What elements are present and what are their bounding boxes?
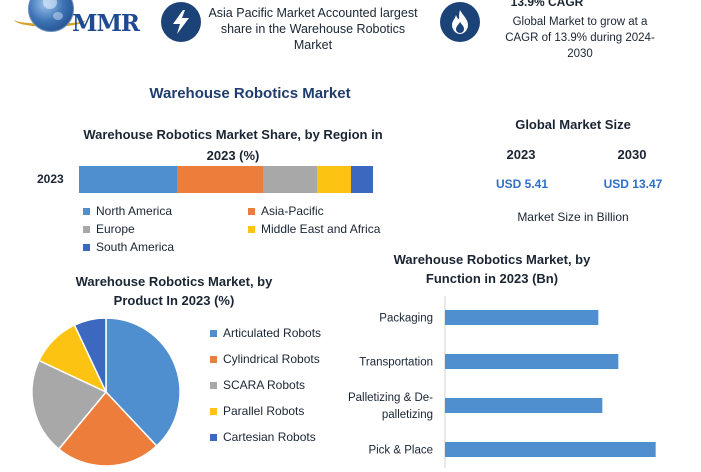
legend-item-south-america: South America — [83, 240, 174, 254]
cagr-highlight: Global Market to grow at a CAGR of 13.9%… — [505, 16, 655, 60]
legend-item-europe: Europe — [83, 222, 135, 236]
legend-item-cylindrical-robots: Cylindrical Robots — [210, 352, 320, 366]
pie-slice-cylindrical-robots — [57, 390, 158, 467]
legend-item-north-america: North America — [83, 204, 172, 218]
legend-swatch — [83, 225, 90, 233]
legend-swatch — [248, 207, 255, 215]
legend-label: SCARA Robots — [223, 378, 306, 392]
year-2023-label: 2023 — [506, 147, 536, 162]
bar-segment-europe — [262, 166, 318, 193]
pie-slice-articulated-robots — [105, 317, 181, 448]
bar-segment-middle-east-and-africa — [317, 166, 351, 193]
legend-label: South America — [96, 240, 175, 254]
flame-icon — [440, 2, 480, 42]
legend-label: Asia-Pacific — [261, 204, 324, 218]
legend-swatch — [210, 433, 217, 441]
region-year-label: 2023 — [37, 172, 64, 186]
category-label-palletizing-de-palletizing: Palletizing & De-palletizing — [348, 392, 433, 421]
lightning-bolt-icon — [161, 2, 201, 42]
pie-slice-scara-robots — [31, 359, 108, 451]
legend-label: Articulated Robots — [223, 326, 322, 340]
bar-packaging — [445, 310, 599, 325]
legend-item-asia-pacific: Asia-Pacific — [248, 204, 324, 218]
legend-item-parallel-robots: Parallel Robots — [210, 404, 304, 418]
legend-label: Middle East and Africa — [261, 222, 381, 236]
legend-swatch — [83, 207, 90, 215]
logo-text: MMR — [72, 10, 140, 37]
bar-palletizing-de-palletizing — [445, 398, 603, 413]
category-label-packaging: Packaging — [379, 313, 433, 325]
legend-swatch — [210, 355, 217, 363]
mmr-logo: MMR — [10, 0, 145, 40]
legend-swatch — [210, 407, 217, 415]
market-size-note: Market Size in Billion — [517, 210, 629, 224]
legend-item-articulated-robots: Articulated Robots — [210, 326, 321, 340]
legend-label: Europe — [96, 222, 135, 236]
category-label-pick-place: Pick & Place — [368, 445, 433, 457]
legend-label: Parallel Robots — [223, 404, 305, 418]
legend-swatch — [248, 225, 255, 233]
product-pie-chart — [31, 317, 181, 467]
globe-icon — [28, 0, 74, 32]
legend-item-middle-east-and-africa: Middle East and Africa — [248, 222, 380, 236]
value-2023: USD 5.41 — [495, 177, 549, 191]
value-2030: USD 13.47 — [603, 177, 663, 191]
category-label-transportation: Transportation — [359, 357, 433, 369]
region-chart-title: Warehouse Robotics Market Share, by Regi… — [83, 127, 383, 163]
main-title: Warehouse Robotics Market — [149, 85, 351, 102]
cagr-title: 13.9% CAGR — [510, 0, 584, 9]
legend-swatch — [83, 243, 90, 251]
bar-segment-asia-pacific — [177, 166, 263, 193]
legend-item-cartesian-robots: Cartesian Robots — [210, 430, 316, 444]
bar-transportation — [445, 354, 619, 369]
region-stacked-bar — [79, 166, 373, 193]
legend-item-scara-robots: SCARA Robots — [210, 378, 305, 392]
bar-segment-north-america — [79, 166, 178, 193]
legend-label: Cylindrical Robots — [223, 352, 320, 366]
pie-slice-cartesian-robots — [73, 317, 107, 393]
function-chart-title: Warehouse Robotics Market, by Function i… — [393, 252, 591, 286]
global-market-size-title: Global Market Size — [515, 117, 631, 132]
function-bar-chart: Packaging Transportation Palletizing & De-… — [348, 296, 656, 468]
legend-label: North America — [96, 204, 173, 218]
bar-segment-south-america — [350, 166, 373, 193]
bar-pick-place — [445, 442, 656, 457]
legend-swatch — [210, 329, 217, 337]
year-2030-label: 2030 — [617, 147, 647, 162]
legend-swatch — [210, 381, 217, 389]
asia-pacific-highlight: Asia Pacific Market Accounted largest sh… — [208, 6, 418, 52]
product-chart-title: Warehouse Robotics Market, by Product In… — [75, 274, 273, 308]
legend-label: Cartesian Robots — [223, 430, 316, 444]
